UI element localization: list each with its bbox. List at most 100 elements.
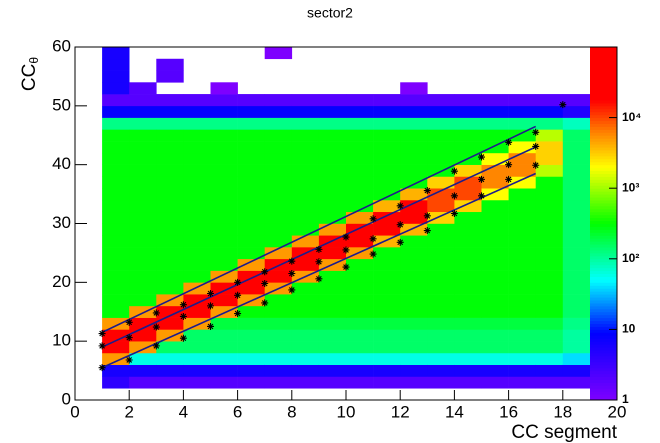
- x-tick-label: 0: [70, 402, 79, 421]
- heat-cell: [237, 270, 265, 283]
- x-axis-label: CC segment: [511, 422, 617, 443]
- heat-cell: [183, 199, 211, 213]
- heat-cell: [210, 152, 238, 165]
- color-scale: [590, 129, 617, 133]
- heat-cell: [183, 294, 211, 307]
- heat-cell: [183, 152, 211, 165]
- heat-cell: [318, 164, 347, 177]
- heat-cell: [508, 376, 536, 389]
- heat-cell: [210, 317, 238, 330]
- heat-cell: [346, 364, 374, 377]
- color-scale: [590, 308, 617, 313]
- heat-cell: [481, 105, 509, 118]
- color-scale: [590, 226, 617, 230]
- y-axis-label-main: CC: [19, 64, 40, 91]
- color-scale: [590, 205, 617, 210]
- heat-cell: [264, 235, 293, 248]
- heat-cell: [237, 352, 265, 365]
- star-marker: [207, 322, 214, 330]
- heat-cell: [508, 364, 536, 377]
- heat-cell: [481, 117, 509, 130]
- heat-cell: [535, 317, 564, 330]
- heat-cell: [210, 117, 238, 130]
- color-scale: [590, 364, 617, 369]
- heat-cell: [400, 235, 428, 248]
- color-scale: [590, 138, 617, 142]
- heat-cell: [318, 376, 347, 389]
- heat-cell: [454, 141, 482, 154]
- star-marker: [505, 175, 513, 183]
- heat-cell: [291, 176, 320, 189]
- heat-cell: [129, 364, 157, 377]
- heat-cell: [291, 352, 320, 365]
- heat-cell: [481, 294, 509, 307]
- heat-cell: [508, 94, 536, 107]
- heat-cell: [264, 141, 293, 154]
- heat-cell: [291, 152, 320, 165]
- heat-cell: [318, 105, 347, 118]
- color-scale: [590, 273, 617, 277]
- heat-cell: [102, 58, 130, 71]
- heat-cell: [156, 211, 184, 224]
- heat-cell: [508, 199, 536, 213]
- heat-cell: [481, 188, 509, 201]
- heat-cell: [346, 305, 374, 318]
- heat-cell: [291, 188, 320, 201]
- heat-cell: [562, 305, 591, 318]
- heat-cell: [264, 329, 293, 342]
- color-scale: [590, 323, 617, 327]
- heat-cell: [535, 117, 564, 130]
- color-scale: [590, 64, 617, 69]
- heat-cell: [373, 270, 401, 283]
- color-scale: [590, 55, 617, 60]
- heat-cell: [535, 352, 564, 365]
- heat-cell: [400, 376, 428, 389]
- heat-cell: [102, 247, 130, 260]
- heat-cell: [427, 364, 455, 377]
- heat-cell: [102, 94, 130, 107]
- heat-cell: [481, 305, 509, 318]
- heat-cell: [346, 223, 374, 236]
- heat-cell: [481, 270, 509, 283]
- color-scale: [590, 297, 617, 301]
- heat-cell: [210, 94, 238, 107]
- color-scale: [590, 373, 617, 377]
- color-scale: [590, 211, 617, 216]
- heat-cell: [481, 141, 509, 154]
- heat-cell: [346, 282, 374, 295]
- heat-cell: [129, 94, 157, 107]
- heat-cell: [373, 164, 401, 177]
- color-scale: [590, 291, 617, 295]
- heat-cell: [156, 282, 184, 295]
- heat-cell: [373, 282, 401, 295]
- heat-cell: [454, 117, 482, 130]
- heat-cell: [237, 94, 265, 107]
- heat-cell: [156, 141, 184, 154]
- heat-cell: [264, 247, 293, 260]
- color-scale: [590, 70, 617, 74]
- heat-cell: [237, 282, 265, 295]
- heat-cell: [508, 258, 536, 271]
- heat-cell: [427, 270, 455, 283]
- star-marker: [98, 342, 106, 350]
- heat-cell: [535, 211, 564, 224]
- heat-cell: [481, 258, 509, 271]
- heat-cell: [373, 152, 401, 165]
- color-scale: [590, 361, 617, 366]
- heat-cell: [508, 223, 536, 236]
- color-scale: [590, 135, 617, 139]
- heat-cell: [454, 105, 482, 118]
- heat-cell: [562, 247, 591, 260]
- heat-cell: [183, 270, 211, 283]
- heat-cell: [264, 164, 293, 177]
- x-tick-label: 20: [608, 402, 627, 421]
- heat-cell: [237, 223, 265, 236]
- color-scale: [590, 126, 617, 130]
- heat-cell: [183, 129, 211, 142]
- heat-cell: [129, 223, 157, 236]
- heat-cell: [318, 223, 347, 236]
- heat-cell: [427, 305, 455, 318]
- heat-cell: [427, 247, 455, 260]
- heat-cell: [454, 94, 482, 107]
- color-scale: [590, 294, 617, 298]
